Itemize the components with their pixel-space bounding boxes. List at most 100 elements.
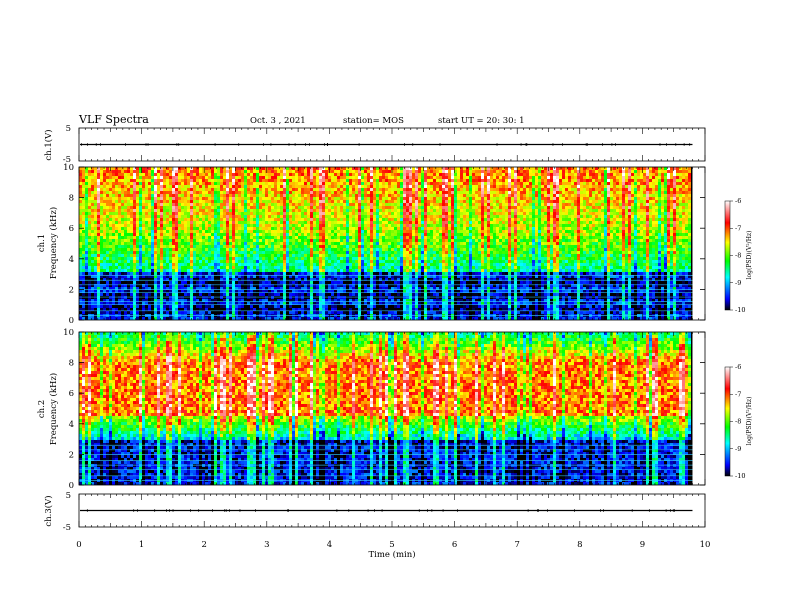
spectrogram-cell	[211, 197, 214, 200]
spectrogram-cell	[205, 209, 208, 212]
spectrogram-cell	[322, 239, 325, 242]
spectrogram-cell	[124, 182, 127, 185]
spectrogram-cell	[349, 251, 352, 254]
spectrogram-cell	[178, 248, 181, 251]
spectrogram-cell	[133, 287, 136, 290]
spectrogram-cell	[139, 194, 142, 197]
spectrogram-cell	[289, 293, 292, 296]
spectrogram-cell	[322, 173, 325, 176]
spectrogram-cell	[319, 296, 322, 299]
spectrogram-cell	[151, 308, 154, 311]
spectrogram-cell	[85, 221, 88, 224]
spectrogram-cell	[262, 182, 265, 185]
spectrogram-cell	[277, 230, 280, 233]
spectrogram-cell	[175, 245, 178, 248]
spectrogram-cell	[175, 170, 178, 173]
spectrogram-cell	[223, 185, 226, 188]
spectrogram-cell	[160, 227, 163, 230]
spectrogram-cell	[316, 236, 319, 239]
spectrogram-cell	[313, 260, 316, 263]
spectrogram-cell	[133, 215, 136, 218]
spectrogram-cell	[184, 272, 187, 275]
spectrogram-cell	[271, 212, 274, 215]
spectrogram-cell	[241, 203, 244, 206]
spectrogram-cell	[112, 308, 115, 311]
spectrogram-cell	[142, 200, 145, 203]
spectrogram-cell	[235, 173, 238, 176]
spectrogram-cell	[82, 176, 85, 179]
spectrogram-cell	[355, 281, 358, 284]
spectrogram-cell	[229, 305, 232, 308]
spectrogram-cell	[127, 206, 130, 209]
spectrogram-cell	[322, 263, 325, 266]
spectrogram-cell	[238, 179, 241, 182]
spectrogram-cell	[118, 245, 121, 248]
spectrogram-cell	[301, 290, 304, 293]
spectrogram-cell	[253, 293, 256, 296]
spectrogram-cell	[313, 275, 316, 278]
spectrogram-cell	[193, 215, 196, 218]
spectrogram-cell	[319, 275, 322, 278]
spectrogram-cell	[100, 227, 103, 230]
spectrogram-cell	[187, 173, 190, 176]
spectrogram-cell	[145, 215, 148, 218]
spectrogram-cell	[187, 191, 190, 194]
spectrogram-cell	[316, 203, 319, 206]
spectrogram-cell	[358, 227, 361, 230]
spectrogram-cell	[94, 212, 97, 215]
spectrogram-cell	[319, 203, 322, 206]
spectrogram-cell	[145, 317, 148, 320]
spectrogram-cell	[253, 245, 256, 248]
spectrogram-cell	[274, 191, 277, 194]
spectrogram-cell	[109, 227, 112, 230]
spectrogram-cell	[142, 176, 145, 179]
spectrogram-cell	[262, 278, 265, 281]
spectrogram-cell	[217, 233, 220, 236]
spectrogram-cell	[295, 182, 298, 185]
spectrogram-cell	[166, 254, 169, 257]
spectrogram-cell	[265, 179, 268, 182]
spectrogram-cell	[181, 206, 184, 209]
spectrogram-cell	[232, 170, 235, 173]
spectrogram-cell	[340, 209, 343, 212]
spectrogram-cell	[151, 257, 154, 260]
spectrogram-cell	[169, 317, 172, 320]
spectrogram-cell	[184, 266, 187, 269]
spectrogram-cell	[322, 197, 325, 200]
spectrogram-cell	[322, 218, 325, 221]
spectrogram-cell	[274, 305, 277, 308]
spectrogram-cell	[208, 299, 211, 302]
spectrogram-cell	[232, 281, 235, 284]
spectrogram-cell	[220, 236, 223, 239]
spectrogram-cell	[313, 218, 316, 221]
spectrogram-cell	[190, 260, 193, 263]
spectrogram-cell	[352, 290, 355, 293]
spectrogram-cell	[130, 176, 133, 179]
spectrogram-cell	[187, 308, 190, 311]
spectrogram-cell	[283, 182, 286, 185]
spectrogram-cell	[280, 257, 283, 260]
spectrogram-cell	[97, 227, 100, 230]
spectrogram-cell	[352, 281, 355, 284]
spectrogram-cell	[187, 203, 190, 206]
spectrogram-cell	[310, 269, 313, 272]
spectrogram-cell	[274, 182, 277, 185]
spectrogram-cell	[286, 236, 289, 239]
spectrogram-cell	[175, 290, 178, 293]
spectrogram-cell	[145, 224, 148, 227]
spectrogram-cell	[286, 275, 289, 278]
spectrogram-cell	[199, 248, 202, 251]
spectrogram-cell	[169, 221, 172, 224]
spectrogram-cell	[118, 311, 121, 314]
spectrogram-cell	[217, 215, 220, 218]
spectrogram-cell	[304, 176, 307, 179]
spectrogram-cell	[316, 230, 319, 233]
spectrogram-cell	[307, 263, 310, 266]
spectrogram-cell	[163, 245, 166, 248]
spectrogram-cell	[214, 239, 217, 242]
spectrogram-cell	[292, 236, 295, 239]
spectrogram-cell	[175, 209, 178, 212]
spectrogram-cell	[196, 215, 199, 218]
spectrogram-cell	[346, 167, 349, 170]
spectrogram-cell	[103, 191, 106, 194]
